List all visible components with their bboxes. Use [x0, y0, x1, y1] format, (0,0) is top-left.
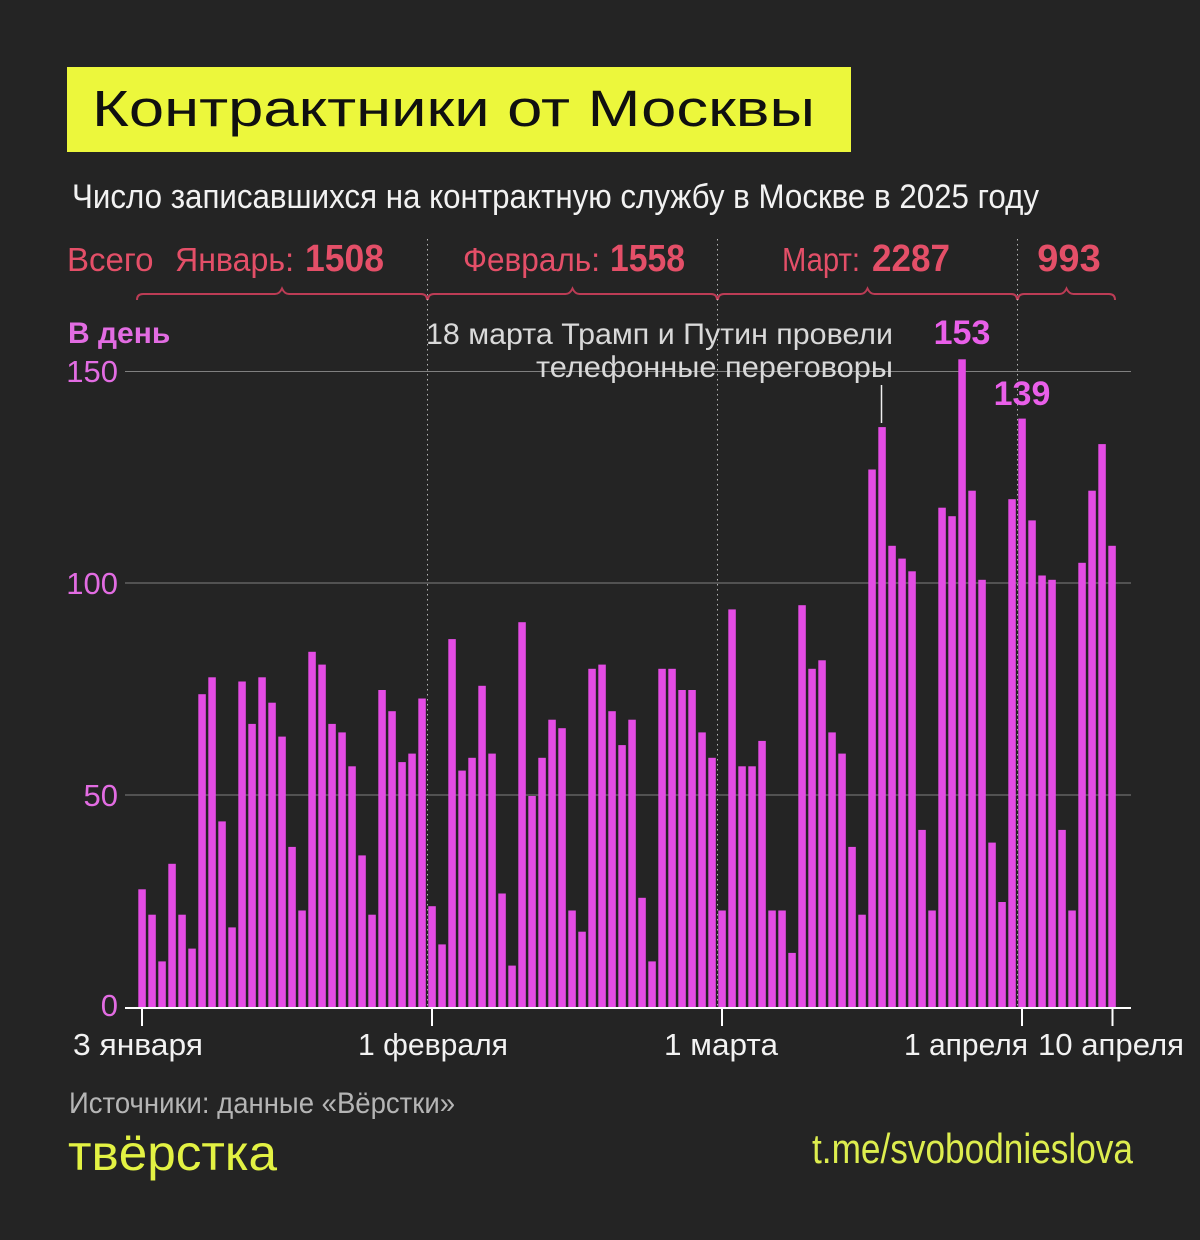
svg-text:139: 139: [994, 375, 1051, 413]
svg-text:153: 153: [934, 314, 991, 352]
svg-text:Число записавшихся на контракт: Число записавшихся на контрактную службу…: [72, 178, 1039, 216]
svg-text:150: 150: [66, 354, 118, 389]
svg-text:телефонные переговоры: телефонные переговоры: [536, 351, 893, 384]
svg-text:993: 993: [1037, 238, 1100, 280]
svg-text:3 января: 3 января: [73, 1027, 203, 1062]
svg-text:твёрстка: твёрстка: [68, 1125, 277, 1181]
svg-text:0: 0: [101, 988, 118, 1023]
svg-text:В день: В день: [68, 317, 170, 350]
svg-text:Контрактники от Москвы: Контрактники от Москвы: [92, 80, 815, 137]
svg-text:t.me/svobodnieslova: t.me/svobodnieslova: [812, 1125, 1134, 1172]
svg-text:18 марта Трамп и Путин провели: 18 марта Трамп и Путин провели: [426, 318, 893, 351]
svg-text:50: 50: [84, 778, 118, 813]
svg-text:Март:: Март:: [782, 241, 860, 278]
svg-text:100: 100: [66, 566, 118, 601]
svg-text:Февраль:: Февраль:: [463, 241, 600, 278]
svg-text:1508: 1508: [305, 238, 384, 280]
svg-text:10 апреля: 10 апреля: [1038, 1027, 1184, 1062]
svg-text:1 февраля: 1 февраля: [358, 1027, 508, 1062]
svg-text:Январь:: Январь:: [175, 241, 294, 278]
svg-text:2287: 2287: [872, 238, 950, 280]
svg-text:1558: 1558: [610, 238, 685, 280]
svg-text:1 марта: 1 марта: [664, 1027, 779, 1062]
svg-text:Источники: данные «Вёрстки»: Источники: данные «Вёрстки»: [69, 1087, 455, 1120]
svg-text:1 апреля: 1 апреля: [904, 1027, 1028, 1062]
svg-text:Всего: Всего: [67, 241, 154, 278]
